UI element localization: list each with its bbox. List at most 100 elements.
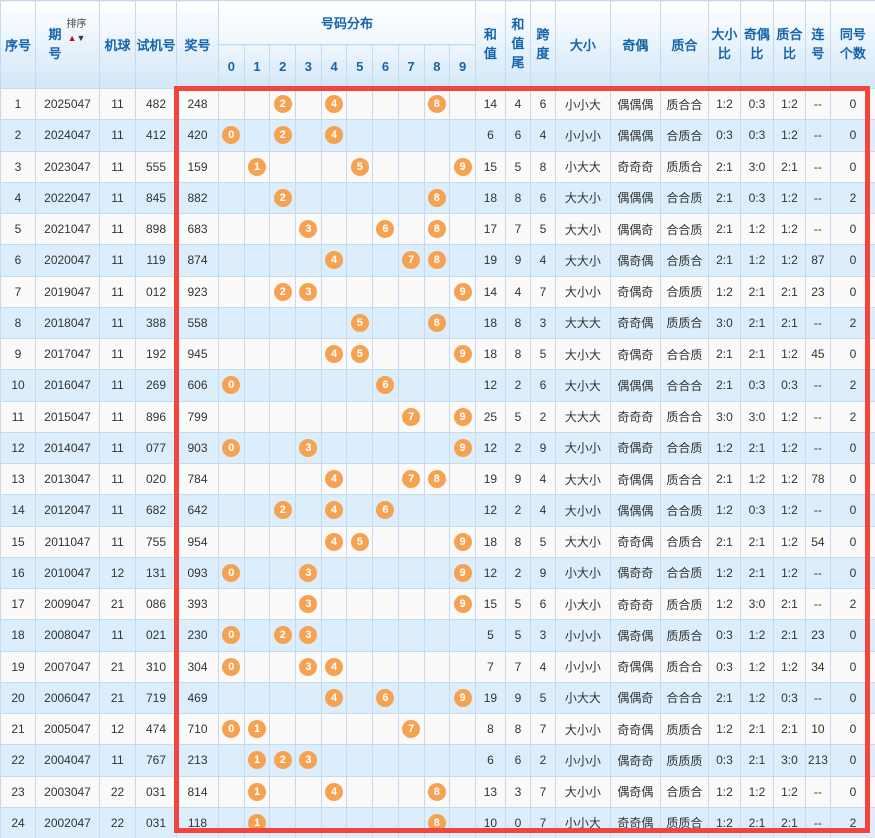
prime-cell: 合合质	[659, 556, 709, 590]
table-row: 8 2018047 11 388 558 5 8 18 8 3 大大大 奇奇偶 质质合 3:0 2:1 2:1…	[0, 306, 875, 340]
prime-cell: 合合合	[659, 681, 709, 715]
col-span: 跨度	[529, 0, 556, 89]
number-ball: 5	[350, 313, 369, 332]
parity-cell: 奇偶奇	[609, 337, 661, 371]
digit-cell-6: 6	[372, 212, 399, 246]
col-period[interactable]: 期号 排序 ▲▼	[35, 0, 100, 89]
number-ball: 9	[453, 688, 472, 707]
digit-cell-0	[218, 275, 245, 308]
prime-ratio-cell: 2:1	[772, 150, 806, 183]
parity-ratio-cell: 0:3	[739, 119, 774, 152]
digit-cell-1: 1	[243, 744, 271, 777]
digit-cell-1	[243, 556, 271, 590]
same-count-cell: 0	[829, 244, 875, 277]
sum-cell: 6	[474, 744, 506, 777]
digit-cell-7	[397, 275, 425, 308]
digit-cell-3	[295, 369, 322, 402]
serial-cell: 4	[0, 181, 36, 215]
size-ratio-cell: 2:1	[707, 181, 741, 215]
sum-cell: 12	[474, 556, 506, 590]
machine-cell: 21	[99, 650, 136, 683]
parity-cell: 奇偶偶	[609, 650, 661, 683]
digit-cell-4	[320, 306, 348, 340]
sum-tail-cell: 5	[504, 619, 531, 652]
parity-ratio-cell: 1:2	[739, 650, 774, 683]
span-cell: 8	[529, 150, 556, 183]
machine-cell: 11	[99, 431, 136, 465]
sum-tail-cell: 5	[504, 400, 531, 433]
span-cell: 7	[529, 712, 556, 746]
sum-cell: 18	[474, 337, 506, 371]
period-cell: 2018047	[35, 306, 100, 340]
col-same-count-label: 同号 个数	[839, 26, 866, 61]
number-ball: 9	[453, 407, 472, 426]
prize-number-cell: 882	[176, 181, 219, 215]
sum-tail-cell: 0	[504, 806, 531, 838]
number-ball: 4	[325, 532, 344, 551]
prime-ratio-cell: 2:1	[772, 806, 806, 838]
sum-cell: 12	[474, 431, 506, 465]
digit-cell-2	[269, 400, 297, 433]
number-ball: 0	[222, 563, 241, 582]
period-cell: 2002047	[35, 806, 100, 838]
sort-desc-icon[interactable]: ▼	[76, 32, 86, 43]
prime-ratio-cell: 1:2	[772, 650, 806, 683]
digit-cell-7	[397, 806, 425, 838]
digit-cell-6	[372, 306, 399, 340]
prize-number-cell: 213	[176, 744, 219, 777]
parity-ratio-cell: 1:2	[739, 775, 774, 808]
consecutive-cell: --	[804, 494, 831, 527]
digit-cell-4	[320, 431, 348, 465]
period-cell: 2007047	[35, 650, 100, 683]
digit-cell-0	[218, 212, 245, 246]
size-cell: 大小小	[554, 494, 611, 527]
same-count-cell: 0	[829, 525, 875, 558]
parity-ratio-cell: 3:0	[739, 587, 774, 621]
test-number-cell: 031	[135, 806, 177, 838]
digit-cell-6	[372, 775, 399, 808]
same-count-cell: 0	[829, 681, 875, 715]
number-ball: 3	[299, 282, 318, 301]
digit-cell-1	[243, 400, 271, 433]
digit-cell-1	[243, 462, 271, 496]
span-cell: 5	[529, 525, 556, 558]
number-ball: 2	[273, 95, 292, 114]
consecutive-cell: --	[804, 431, 831, 465]
prime-cell: 合质合	[659, 244, 709, 277]
sort-control[interactable]: 排序 ▲▼	[67, 19, 87, 43]
number-ball: 7	[402, 407, 421, 426]
size-ratio-cell: 0:3	[707, 650, 741, 683]
digit-cell-6	[372, 431, 399, 465]
digit-cell-0	[218, 587, 245, 621]
sum-cell: 19	[474, 244, 506, 277]
digit-cell-7	[397, 681, 425, 715]
serial-cell: 8	[0, 306, 36, 340]
serial-cell: 10	[0, 369, 36, 402]
sum-tail-cell: 7	[504, 212, 531, 246]
sum-cell: 18	[474, 525, 506, 558]
number-ball: 1	[248, 157, 267, 176]
digit-cell-5	[346, 650, 374, 683]
prime-cell: 合质质	[659, 275, 709, 308]
test-number-cell: 719	[135, 681, 177, 715]
sum-cell: 14	[474, 87, 506, 121]
digit-cell-3	[295, 806, 322, 838]
number-ball: 4	[325, 657, 344, 676]
prime-cell: 质合合	[659, 650, 709, 683]
prime-cell: 质质合	[659, 619, 709, 652]
col-serial: 序号	[0, 0, 36, 89]
prime-ratio-cell: 3:0	[772, 744, 806, 777]
size-ratio-cell: 2:1	[707, 681, 741, 715]
prime-cell: 合合合	[659, 369, 709, 402]
size-ratio-cell: 2:1	[707, 212, 741, 246]
sort-asc-icon[interactable]: ▲	[67, 32, 77, 43]
digit-cell-2	[269, 150, 297, 183]
consecutive-cell: 54	[804, 525, 831, 558]
digit-cell-0	[218, 150, 245, 183]
test-number-cell: 131	[135, 556, 177, 590]
consecutive-cell: --	[804, 806, 831, 838]
number-ball: 9	[453, 595, 472, 614]
table-row: 17 2009047 21 086 393 3 9 15 5 6 小大小 奇奇奇 质合质 1:2 3:0 2:…	[0, 587, 875, 621]
machine-cell: 11	[99, 150, 136, 183]
digit-cell-3	[295, 462, 322, 496]
